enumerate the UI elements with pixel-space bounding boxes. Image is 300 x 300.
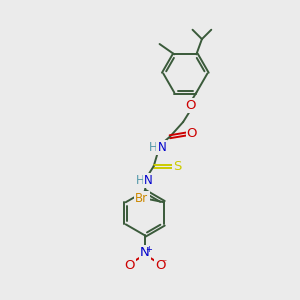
Text: O: O [155, 259, 165, 272]
Text: H: H [149, 141, 158, 154]
Text: Br: Br [135, 192, 148, 205]
Text: O: O [185, 99, 196, 112]
Text: O: O [187, 127, 197, 140]
Text: O: O [124, 259, 135, 272]
Text: S: S [173, 160, 182, 173]
Text: N: N [158, 141, 166, 154]
Text: H: H [136, 174, 145, 188]
Text: ⁻: ⁻ [161, 258, 166, 268]
Text: N: N [140, 246, 150, 259]
Text: N: N [144, 174, 153, 188]
Text: +: + [146, 245, 152, 254]
